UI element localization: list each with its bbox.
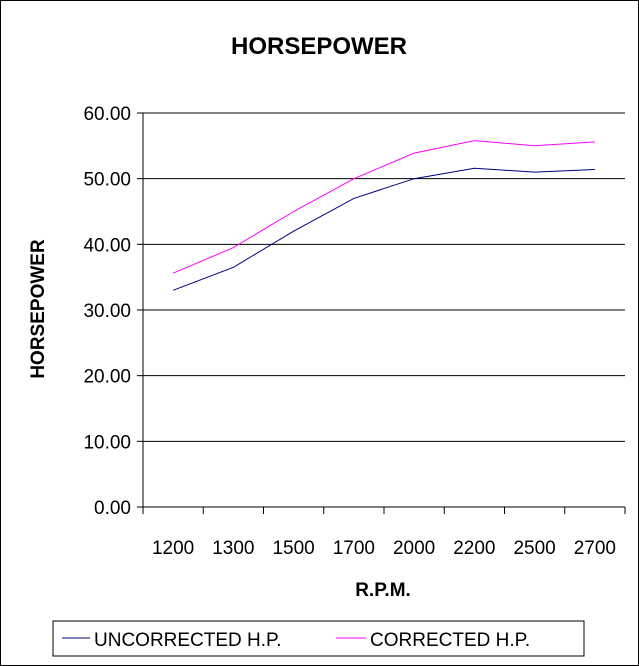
x-tick-label: 1700 [333, 538, 375, 559]
legend: UNCORRECTED H.P. CORRECTED H.P. [52, 620, 585, 657]
series-line-uncorrected [172, 167, 595, 291]
y-axis-title: HORSEPOWER [28, 239, 49, 379]
x-tick-label: 1500 [272, 538, 314, 559]
gridlines [143, 112, 625, 442]
x-tick-label: 2200 [453, 538, 495, 559]
x-tick-label: 1200 [152, 538, 194, 559]
y-axis-ticks: 0.00 10.00 20.00 30.00 40.00 50.00 60.00 [83, 104, 143, 519]
y-tick-label: 30.00 [83, 301, 131, 322]
x-tick-label: 2500 [513, 538, 555, 559]
y-tick-label: 50.00 [83, 170, 131, 191]
chart-title: HORSEPOWER [231, 33, 407, 60]
x-tick-label: 2000 [393, 538, 435, 559]
y-tick-label: 10.00 [83, 432, 131, 453]
y-tick-label: 0.00 [94, 498, 131, 519]
legend-label-corrected: CORRECTED H.P. [370, 630, 530, 651]
y-tick-label: 20.00 [83, 367, 131, 388]
x-axis-title: R.P.M. [355, 580, 411, 601]
legend-label-uncorrected: UNCORRECTED H.P. [94, 630, 282, 651]
legend-box [52, 620, 585, 657]
series-lines [172, 140, 595, 291]
series-line-corrected [172, 140, 595, 274]
x-tick-label: 2700 [574, 538, 616, 559]
y-tick-label: 40.00 [83, 235, 131, 256]
y-tick-label: 60.00 [83, 104, 131, 125]
x-tick-label: 1300 [212, 538, 254, 559]
x-axis-ticks: 1200 1300 1500 1700 2000 2200 2500 2700 [142, 507, 626, 559]
